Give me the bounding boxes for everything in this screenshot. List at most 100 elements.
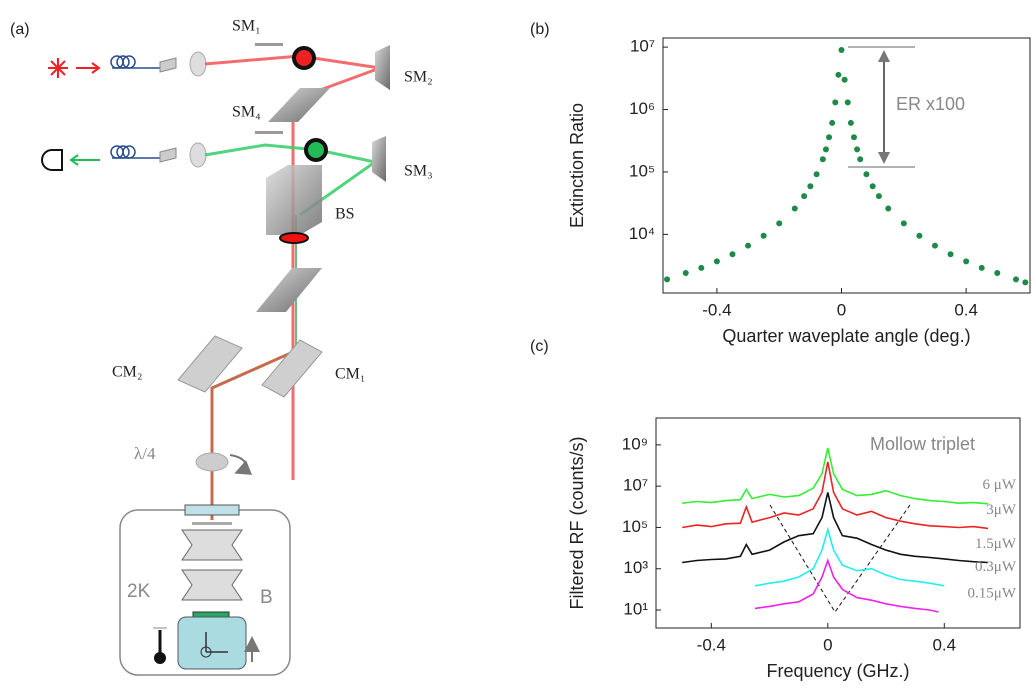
point — [916, 232, 923, 239]
objective — [192, 522, 232, 525]
point — [745, 242, 752, 249]
point — [760, 232, 767, 239]
point — [791, 205, 798, 212]
fiber-coils — [110, 55, 165, 159]
setup-diagram: SM₁ SM₂ SM₄ SM₃ BS CM₂ CM₁ λ/4 2K B — [41, 18, 433, 676]
point — [829, 119, 836, 126]
series-line — [682, 447, 989, 505]
mirror-sm1 — [255, 43, 283, 46]
x-tick-label: -0.4 — [697, 635, 726, 654]
point — [776, 220, 783, 227]
mirror-sm2 — [375, 45, 390, 90]
y-tick-label: 10⁷ — [630, 37, 655, 56]
point — [819, 156, 826, 163]
y-axis-title: Extinction Ratio — [567, 103, 587, 228]
point — [682, 270, 689, 277]
plot-frame — [662, 37, 1031, 294]
x-tick-label: 0.4 — [954, 300, 978, 319]
series-line — [754, 558, 939, 613]
point — [869, 183, 876, 190]
polarizer — [279, 232, 309, 244]
point — [835, 71, 842, 78]
point — [1012, 276, 1019, 283]
point — [698, 264, 705, 271]
point — [963, 258, 970, 265]
x-tick-label: -0.4 — [702, 300, 731, 319]
point — [857, 156, 864, 163]
label: CM₂ — [112, 364, 142, 381]
green-arrow — [69, 154, 100, 166]
label: SM₁ — [232, 18, 261, 35]
label: 2K — [127, 581, 151, 602]
er-annotation — [848, 46, 915, 168]
y-tick-label: 10⁶ — [629, 99, 655, 118]
point — [1022, 279, 1029, 286]
point — [838, 46, 845, 53]
point — [847, 119, 854, 126]
mirror-cm2 — [177, 335, 243, 393]
guide-lines — [769, 504, 911, 613]
mirror-sm4 — [255, 131, 283, 134]
lens — [189, 142, 207, 168]
combined-beam — [210, 350, 294, 520]
label: SM₃ — [404, 163, 433, 180]
annotation: Mollow triplet — [870, 434, 975, 454]
thermometer — [153, 627, 167, 664]
collimator — [159, 147, 177, 163]
point — [863, 171, 870, 178]
series-label: 6 μW — [983, 477, 1017, 493]
mirror-cm1 — [261, 339, 323, 398]
rotation-arrow — [229, 454, 253, 475]
sample-top — [192, 611, 230, 618]
series-line — [682, 492, 989, 564]
sample-holder — [177, 616, 247, 670]
collimator — [159, 57, 177, 73]
window — [184, 504, 240, 516]
label: SM₄ — [232, 104, 261, 121]
detector — [41, 149, 63, 171]
objective — [181, 529, 243, 601]
point — [875, 193, 882, 200]
point — [841, 76, 848, 83]
point — [900, 220, 907, 227]
y-tick-label: 10⁷ — [623, 476, 648, 495]
panel-label: (a) — [10, 21, 30, 38]
polarizer — [304, 138, 328, 162]
x-tick-label: 0.4 — [932, 635, 956, 654]
panel-label: (b) — [530, 21, 550, 38]
series-label: 1.5μW — [975, 536, 1017, 552]
label: CM₁ — [335, 366, 365, 383]
series-label: 0.3μW — [975, 559, 1017, 575]
point — [854, 146, 861, 153]
x-axis-title: Quarter waveplate angle (deg.) — [722, 326, 970, 346]
panel-label: (c) — [530, 338, 549, 355]
point — [729, 251, 736, 258]
y-tick-label: 10⁵ — [622, 517, 648, 536]
axes-icon — [205, 632, 228, 653]
polarizer — [292, 46, 316, 70]
y-tick-label: 10¹ — [623, 600, 648, 619]
point — [947, 251, 954, 258]
label: B — [260, 587, 273, 608]
series-label: 3μW — [986, 502, 1017, 518]
series-line — [754, 526, 945, 587]
beamsplitter — [268, 88, 330, 122]
x-tick-label: 0 — [823, 635, 832, 654]
point — [813, 171, 820, 178]
series-line — [682, 461, 989, 530]
annotation: ER x100 — [896, 94, 965, 114]
label: BS — [335, 206, 355, 223]
lens — [189, 51, 207, 77]
x-axis-title: Frequency (GHz.) — [766, 661, 909, 681]
series-label: 0.15μW — [968, 585, 1017, 601]
point — [850, 134, 857, 141]
y-tick-label: 10⁴ — [629, 224, 655, 243]
point — [844, 99, 851, 106]
beamsplitter — [256, 268, 322, 312]
x-tick-label: 0 — [837, 300, 846, 319]
plot-frame — [655, 417, 1021, 629]
laser — [48, 58, 101, 78]
y-axis-title: Filtered RF (counts/s) — [567, 436, 587, 609]
